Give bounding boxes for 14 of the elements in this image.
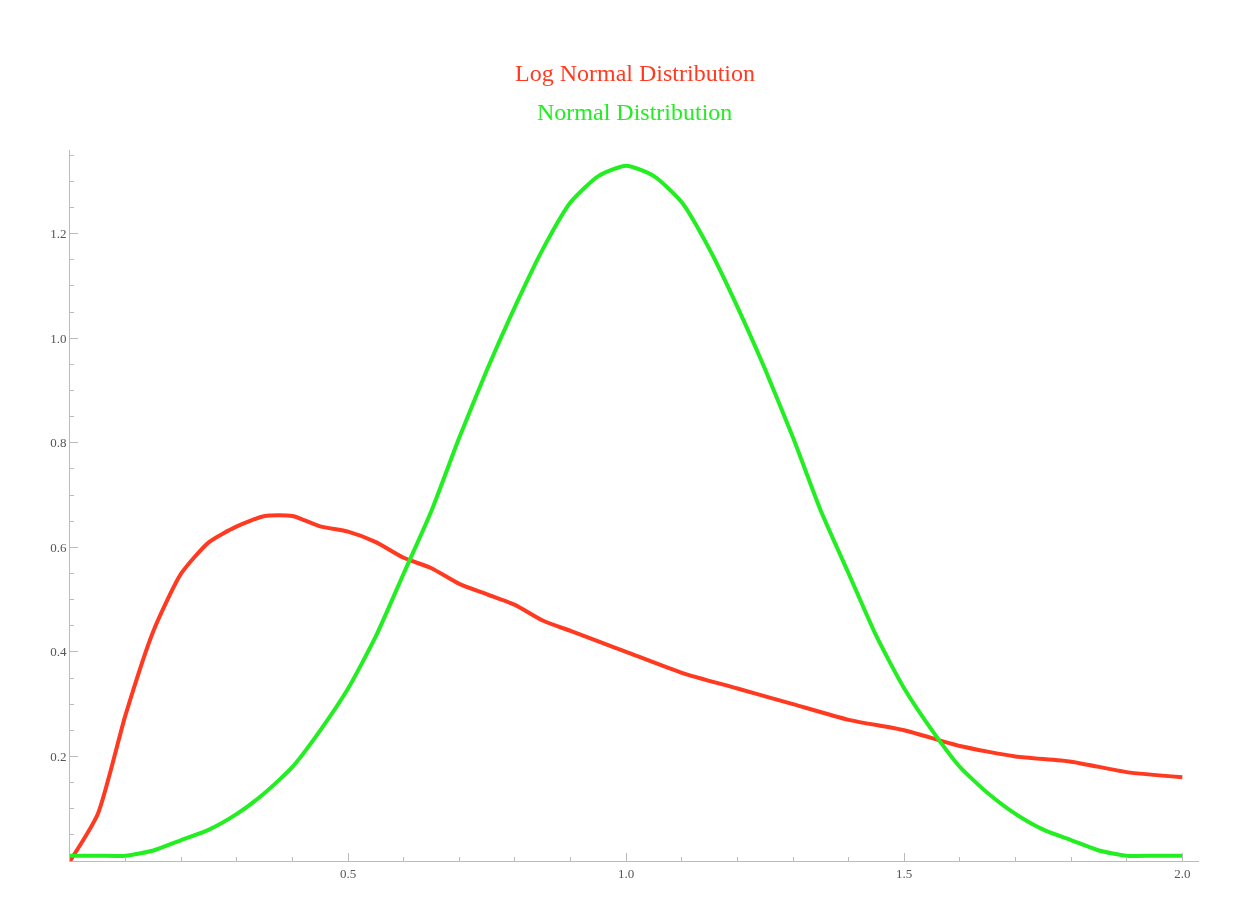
y-tick-label: 0.4 bbox=[50, 644, 67, 660]
x-tick-label: 2.0 bbox=[1174, 865, 1191, 881]
line-series bbox=[70, 163, 1185, 858]
x-tick-label: 1.5 bbox=[896, 865, 913, 881]
text: Log Normal Distribution bbox=[515, 60, 755, 86]
y-tick-label: 0.8 bbox=[50, 435, 67, 451]
x-tick-label: 1.0 bbox=[618, 865, 635, 881]
y-tick-label: 1.2 bbox=[50, 226, 67, 242]
y-tick-label: 1.0 bbox=[50, 330, 67, 346]
y-tick-label: 0.2 bbox=[50, 748, 67, 764]
x-tick-label: 0.5 bbox=[339, 865, 357, 881]
y-tick-label: 0.6 bbox=[50, 539, 67, 555]
line-series bbox=[70, 513, 1185, 861]
text: Normal Distribution bbox=[537, 99, 733, 125]
